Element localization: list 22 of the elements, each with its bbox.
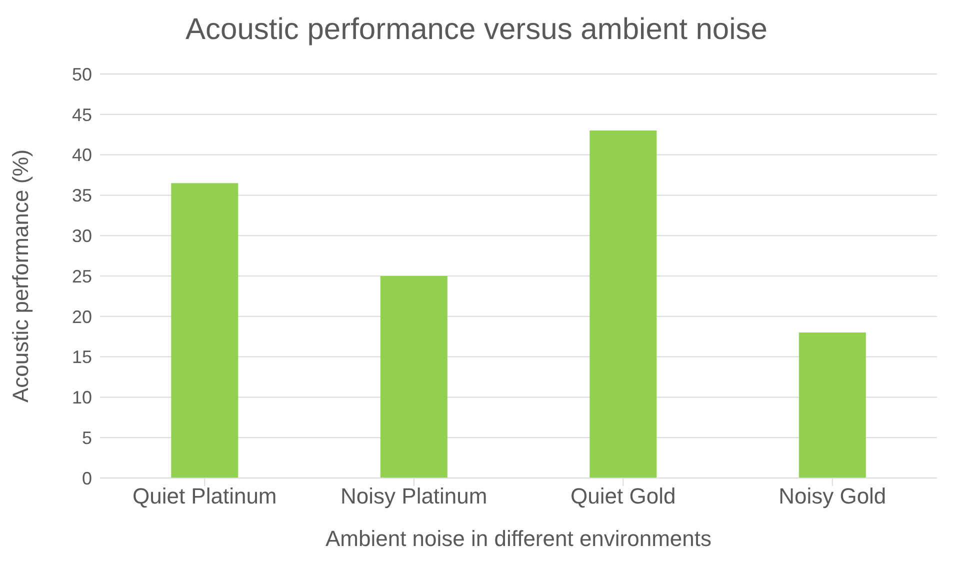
y-tick-label: 40 — [72, 145, 92, 166]
bar — [171, 183, 238, 478]
x-tick-label: Noisy Platinum — [340, 484, 488, 509]
x-axis-title: Ambient noise in different environments — [325, 526, 712, 551]
y-tick-label: 25 — [72, 266, 92, 286]
x-tick-label: Noisy Gold — [778, 484, 886, 509]
x-tick-label: Quiet Gold — [570, 484, 676, 509]
bar — [380, 276, 448, 478]
y-tick-label: 35 — [72, 186, 92, 206]
y-tick-label: 30 — [72, 226, 92, 246]
y-tick-label: 45 — [72, 104, 92, 125]
x-tick-label: Quiet Platinum — [132, 484, 277, 509]
chart-title: Acoustic performance versus ambient noise — [184, 12, 768, 48]
bar — [798, 332, 866, 478]
y-tick-label: 20 — [72, 306, 92, 327]
y-tick-label: 50 — [72, 64, 92, 84]
y-tick-label: 5 — [82, 428, 92, 448]
y-tick-label: 15 — [72, 347, 92, 368]
y-axis-title: Acoustic performance (%) — [8, 149, 33, 403]
y-tick-label: 0 — [82, 468, 92, 488]
bar — [590, 130, 657, 478]
y-tick-label: 10 — [72, 388, 92, 408]
